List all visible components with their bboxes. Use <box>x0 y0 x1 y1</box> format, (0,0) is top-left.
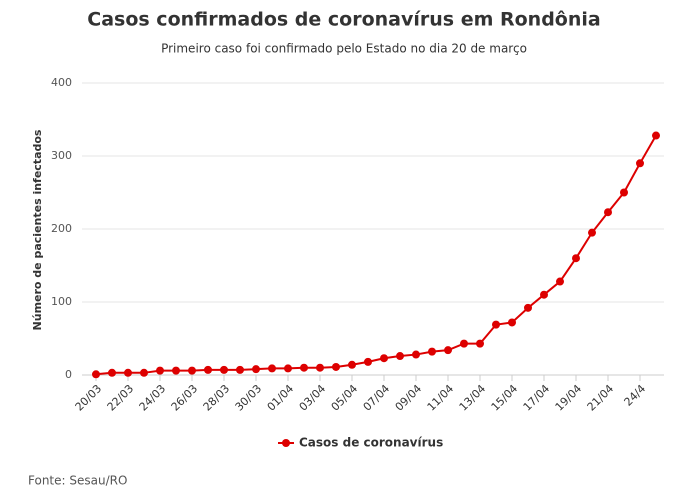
x-tick-label: 01/04 <box>265 382 297 414</box>
x-tick-label: 03/04 <box>297 382 329 414</box>
point <box>588 228 596 237</box>
y-tick-label: 0 <box>65 368 72 381</box>
x-tick-label: 09/04 <box>393 382 425 414</box>
point <box>460 339 468 348</box>
y-tick-label: 100 <box>51 295 72 308</box>
point <box>604 208 612 217</box>
point <box>348 360 356 369</box>
point <box>636 159 644 168</box>
point <box>92 370 100 379</box>
point <box>540 290 548 299</box>
point <box>236 365 244 374</box>
x-tick-label: 30/03 <box>233 382 265 414</box>
point <box>572 254 580 263</box>
legend-marker <box>282 439 290 447</box>
point <box>396 352 404 361</box>
point <box>652 131 660 140</box>
point <box>428 347 436 356</box>
point <box>252 365 260 374</box>
x-tick-label: 05/04 <box>329 382 361 414</box>
point <box>284 364 292 373</box>
chart-subtitle: Primeiro caso foi confirmado pelo Estado… <box>161 42 527 56</box>
point <box>220 365 228 374</box>
chart-title: Casos confirmados de coronavírus em Rond… <box>87 9 600 31</box>
point <box>556 277 564 286</box>
y-tick-label: 200 <box>51 222 72 235</box>
point <box>332 362 340 371</box>
line <box>95 135 657 376</box>
x-tick-label: 07/04 <box>361 382 393 414</box>
point <box>188 366 196 375</box>
point <box>364 357 372 366</box>
point <box>620 188 628 197</box>
point <box>444 346 452 355</box>
x-tick-label: 22/03 <box>105 382 137 414</box>
point <box>204 365 212 374</box>
source: Fonte: Sesau/RO <box>28 474 127 488</box>
point <box>124 368 132 377</box>
point <box>268 364 276 373</box>
point <box>140 368 148 377</box>
point <box>156 366 164 375</box>
point <box>172 366 180 375</box>
x-tick-label: 26/03 <box>169 382 201 414</box>
point <box>300 363 308 372</box>
x-tick-label: 11/04 <box>425 382 457 414</box>
point <box>108 368 116 377</box>
point <box>412 350 420 359</box>
y-tick-label: 400 <box>51 76 72 89</box>
x-tick-label: 15/04 <box>489 382 521 414</box>
point <box>316 363 324 372</box>
y-axis-label: Número de pacientes infectados <box>31 129 44 330</box>
point <box>524 303 532 312</box>
x-tick-label: 24/4 <box>622 382 649 409</box>
x-tick-label: 13/04 <box>457 382 489 414</box>
y-tick-label: 300 <box>51 149 72 162</box>
point <box>508 318 516 327</box>
legend-label: Casos de coronavírus <box>299 436 443 450</box>
x-tick-label: 24/03 <box>137 382 169 414</box>
x-tick-label: 21/04 <box>585 382 617 414</box>
x-tick-label: 20/03 <box>73 382 105 414</box>
x-tick-label: 19/04 <box>553 382 585 414</box>
x-tick-label: 28/03 <box>201 382 233 414</box>
point <box>380 354 388 363</box>
x-tick-label: 17/04 <box>521 382 553 414</box>
point <box>492 320 500 329</box>
point <box>476 339 484 348</box>
